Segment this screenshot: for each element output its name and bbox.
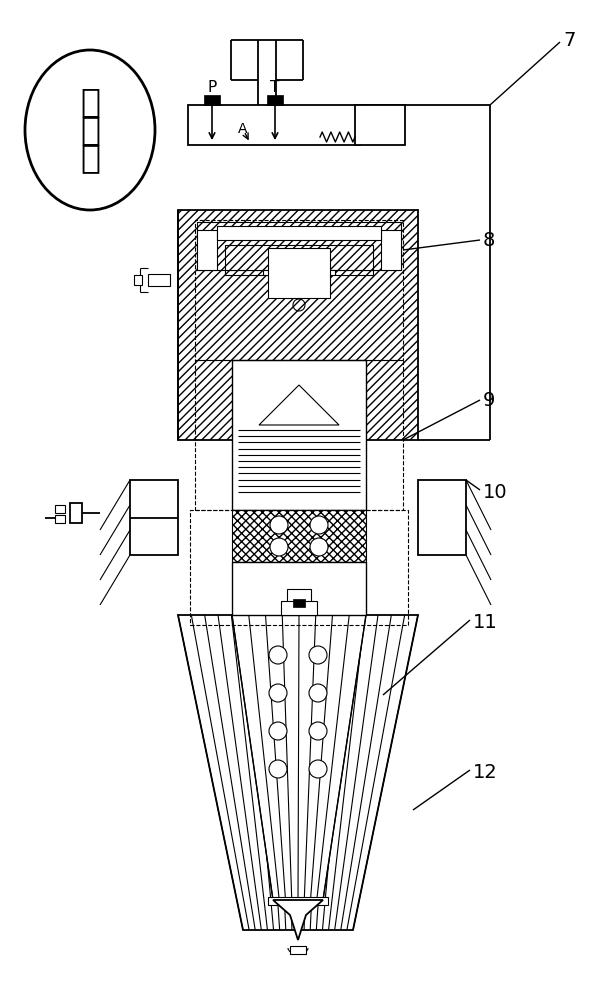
Text: T: T bbox=[270, 80, 280, 95]
Text: 管: 管 bbox=[80, 141, 100, 174]
Bar bbox=[55, 515, 65, 523]
Polygon shape bbox=[273, 900, 323, 940]
Polygon shape bbox=[259, 385, 339, 425]
Bar bbox=[268, 897, 328, 905]
Bar bbox=[290, 946, 306, 954]
Text: 8: 8 bbox=[483, 231, 495, 249]
Bar bbox=[232, 510, 366, 562]
Ellipse shape bbox=[25, 50, 155, 210]
Bar bbox=[281, 601, 317, 615]
Circle shape bbox=[309, 722, 327, 740]
Text: 轨: 轨 bbox=[80, 113, 100, 146]
Bar bbox=[232, 360, 366, 510]
Bar bbox=[204, 95, 220, 105]
Bar bbox=[225, 245, 373, 270]
Circle shape bbox=[269, 760, 287, 778]
Circle shape bbox=[270, 516, 288, 534]
Circle shape bbox=[309, 684, 327, 702]
Bar bbox=[335, 270, 373, 275]
Text: A: A bbox=[238, 122, 248, 136]
Bar bbox=[197, 230, 217, 270]
Circle shape bbox=[310, 516, 328, 534]
Bar bbox=[190, 510, 408, 625]
Circle shape bbox=[309, 760, 327, 778]
Circle shape bbox=[270, 538, 288, 556]
Bar bbox=[267, 95, 283, 105]
Bar bbox=[148, 274, 170, 286]
Circle shape bbox=[269, 684, 287, 702]
Bar bbox=[418, 480, 466, 555]
Circle shape bbox=[310, 538, 328, 556]
Bar bbox=[70, 503, 82, 523]
Bar bbox=[130, 480, 178, 555]
Circle shape bbox=[269, 646, 287, 664]
Text: 10: 10 bbox=[483, 483, 508, 502]
Bar bbox=[195, 220, 403, 360]
Bar bbox=[195, 360, 403, 510]
Bar bbox=[55, 505, 65, 513]
Bar bbox=[268, 248, 330, 298]
Text: 共: 共 bbox=[80, 86, 100, 118]
Bar bbox=[287, 589, 311, 603]
Circle shape bbox=[309, 646, 327, 664]
Bar bbox=[217, 226, 381, 240]
Bar bbox=[293, 599, 305, 607]
Text: 11: 11 bbox=[473, 612, 498, 632]
Bar bbox=[355, 105, 405, 145]
Bar bbox=[263, 270, 335, 275]
Circle shape bbox=[269, 722, 287, 740]
Text: 9: 9 bbox=[483, 390, 495, 410]
Bar bbox=[225, 270, 263, 275]
Bar bbox=[178, 210, 418, 440]
Text: 12: 12 bbox=[473, 762, 498, 782]
Bar bbox=[197, 222, 401, 270]
Polygon shape bbox=[232, 615, 366, 900]
Bar bbox=[188, 105, 360, 145]
Bar bbox=[232, 562, 366, 615]
Bar bbox=[381, 230, 401, 270]
Text: P: P bbox=[207, 80, 217, 95]
Text: 7: 7 bbox=[563, 30, 576, 49]
Polygon shape bbox=[178, 615, 418, 930]
Bar bbox=[134, 275, 142, 285]
